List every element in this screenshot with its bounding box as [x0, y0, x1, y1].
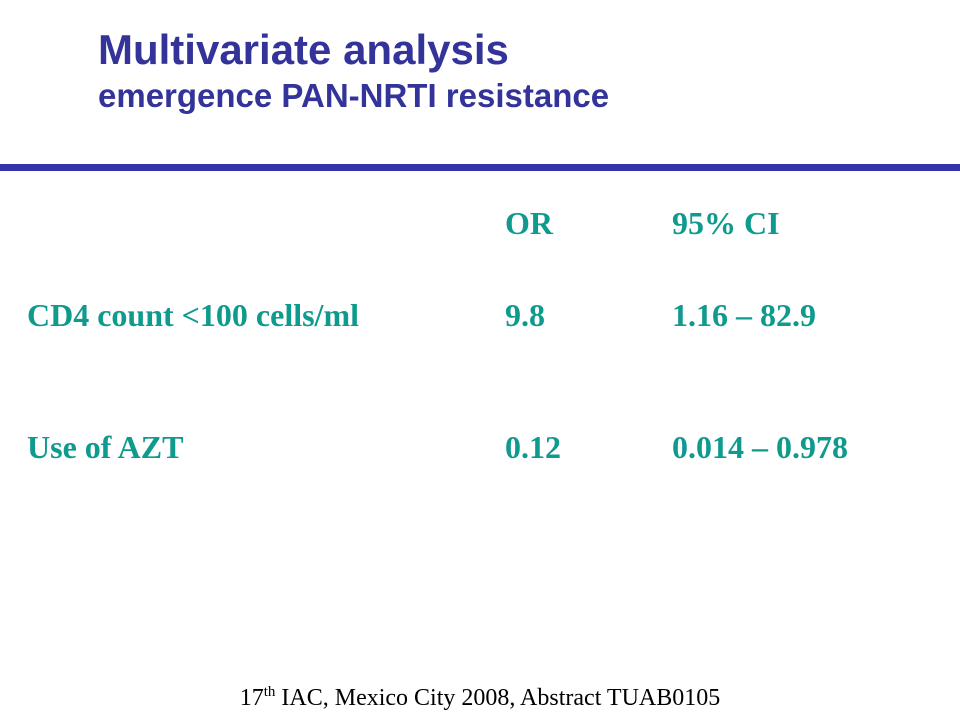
- row-azt-label: Use of AZT: [27, 429, 184, 465]
- footer-ordinal-suffix: th: [263, 684, 276, 700]
- footer-ordinal-number: 17: [239, 685, 264, 711]
- footer-citation: IAC, Mexico City 2008, Abstract TUAB0105: [275, 685, 721, 711]
- row-cd4-label: CD4 count <100 cells/ml: [27, 297, 359, 333]
- title-subtitle: emergence PAN-NRTI resistance: [98, 77, 610, 114]
- row-cd4-or: 9.8: [505, 297, 545, 333]
- title-main: Multivariate analysis: [98, 26, 509, 73]
- title-divider: [0, 164, 960, 171]
- row-azt-ci: 0.014 – 0.978: [672, 429, 848, 465]
- row-cd4-ci: 1.16 – 82.9: [672, 297, 816, 333]
- header-or: OR: [505, 205, 553, 241]
- citation-footer: 17th IAC, Mexico City 2008, Abstract TUA…: [0, 683, 960, 713]
- slide-title: Multivariate analysis emergence PAN-NRTI…: [98, 24, 609, 116]
- row-azt-or: 0.12: [505, 429, 561, 465]
- header-ci: 95% CI: [672, 205, 780, 241]
